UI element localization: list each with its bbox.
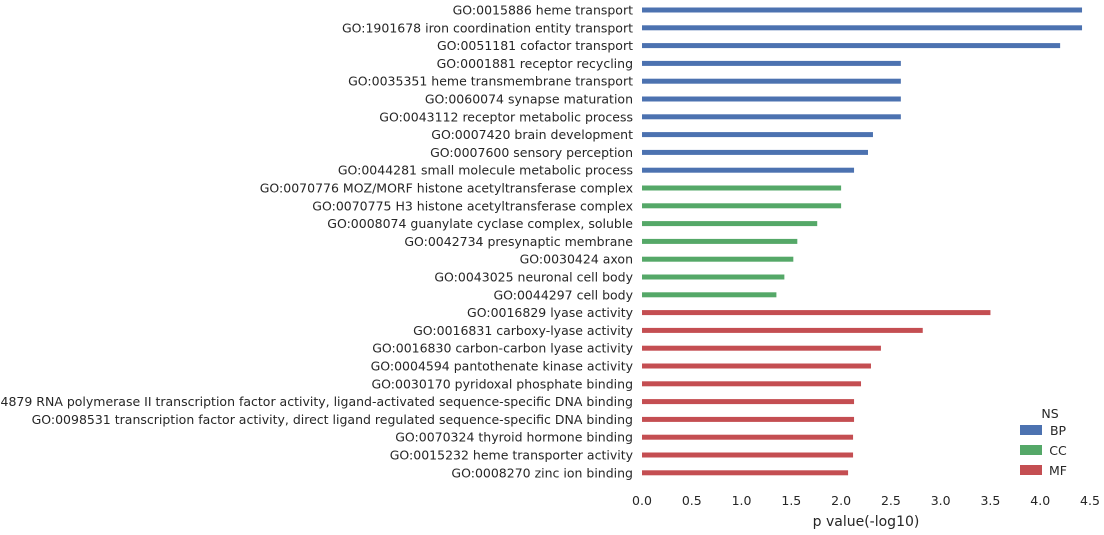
bar-mf [642,434,854,440]
bar-cc [642,256,794,262]
bar-cc [642,185,842,191]
category-label: GO:0016831 carboxy-lyase activity [413,323,634,338]
x-tick-label: 4.5 [1080,493,1100,508]
x-tick-label: 1.5 [781,493,801,508]
bar-mf [642,345,881,351]
category-label: GO:0044297 cell body [493,287,633,302]
bar-cc [642,274,785,280]
category-label: GO:0043112 receptor metabolic process [379,109,633,124]
bar-bp [642,60,901,66]
x-tick-label: 3.0 [931,493,951,508]
category-label: GO:0030170 pyridoxal phosphate binding [372,376,634,391]
legend-entries: BP CC MF [1020,423,1067,478]
bar-bp [642,149,868,155]
x-axis-title: p value(-log10) [813,514,920,530]
bar-bp [642,78,901,84]
bar-mf [642,327,923,333]
category-label: GO:0007420 brain development [431,127,633,142]
category-label: GO:0070324 thyroid hormone binding [395,430,633,445]
category-label: GO:0007600 sensory perception [430,145,633,160]
legend-swatch-bp [1020,425,1042,435]
category-label: GO:0016830 carbon-carbon lyase activity [372,341,633,356]
category-label: GO:0044281 small molecule metabolic proc… [338,163,633,178]
category-label: GO:0043025 neuronal cell body [434,270,633,285]
legend-swatch-cc [1020,445,1042,455]
legend-swatch-mf [1020,465,1042,475]
category-label: GO:0004879 RNA polymerase II transcripti… [0,394,633,409]
category-labels: GO:0015886 heme transport GO:1901678 iron… [0,3,634,481]
bar-bp [642,114,901,120]
bar-bp [642,132,873,138]
category-label: GO:0008270 zinc ion binding [451,465,633,480]
category-label: GO:0015232 heme transporter activity [390,448,634,463]
bar-bp [642,7,1083,13]
category-label: GO:1901678 iron coordination entity tran… [342,20,633,35]
bar-bp [642,43,1061,49]
category-label: GO:0098531 transcription factor activity… [32,412,633,427]
category-label: GO:0070775 H3 histone acetyltransferase … [312,198,633,213]
category-label: GO:0070776 MOZ/MORF histone acetyltransf… [260,181,633,196]
legend-title: NS [1041,406,1058,421]
legend-label: CC [1049,443,1067,458]
category-label: GO:0035351 heme transmembrane transport [348,74,633,89]
bar-bp [642,25,1083,31]
legend-label: MF [1049,463,1067,478]
category-label: GO:0051181 cofactor transport [437,38,633,53]
x-tick-label: 2.5 [881,493,901,508]
bar-bp [642,167,855,173]
x-tick-label: 1.0 [732,493,752,508]
x-tick-label: 4.0 [1030,493,1050,508]
category-label: GO:0001881 receptor recycling [437,56,633,71]
bar-bp [642,96,901,102]
bar-cc [642,292,777,298]
bar-mf [642,363,871,369]
x-tick-label: 0.0 [632,493,652,508]
category-label: GO:0060074 synapse maturation [425,92,633,107]
x-tick-label: 2.0 [831,493,851,508]
bar-mf [642,310,991,316]
category-label: GO:0030424 axon [520,252,633,267]
category-label: GO:0015886 heme transport [453,3,633,18]
bar-cc [642,203,842,209]
bars-layer [642,7,1083,476]
x-tick-label: 3.5 [980,493,1000,508]
bar-cc [642,221,818,227]
legend-label: BP [1050,423,1067,438]
legend: NS BP CC MF [1020,406,1067,478]
category-label: GO:0042734 presynaptic membrane [404,234,633,249]
bar-mf [642,416,855,422]
bar-mf [642,470,849,476]
category-label: GO:0016829 lyase activity [467,305,634,320]
category-label: GO:0008074 guanylate cyclase complex, so… [327,216,633,231]
x-tick-label: 0.5 [682,493,702,508]
x-axis-ticks: 0.0 0.5 1.0 1.5 2.0 2.5 3.0 3.5 4.0 4.5 [632,493,1100,508]
bar-mf [642,381,862,387]
bar-mf [642,452,854,458]
category-label: GO:0004594 pantothenate kinase activity [371,359,634,374]
bar-mf [642,399,855,405]
bar-cc [642,238,798,244]
